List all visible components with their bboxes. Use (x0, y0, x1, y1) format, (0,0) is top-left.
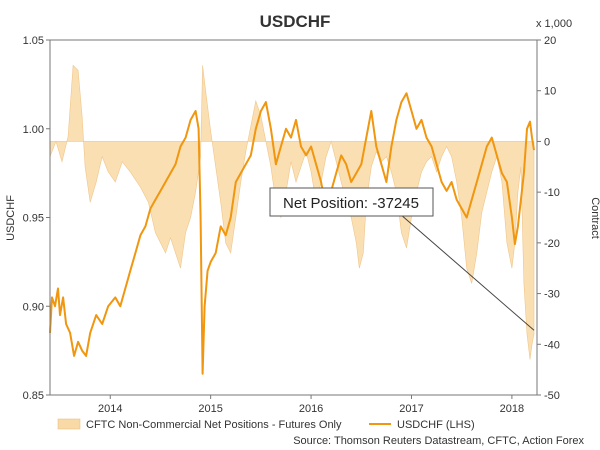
left-tick-label: 1.05 (23, 35, 44, 47)
right-tick-label: -30 (544, 289, 560, 301)
annotation-text: Net Position: -37245 (283, 195, 419, 212)
axes: 0.85 0.90 0.95 1.00 1.05 -50 -40 -30 -20 -10 0 10 20… (23, 35, 560, 415)
legend-swatch-area (57, 418, 81, 430)
left-tick-label: 0.85 (23, 390, 44, 402)
x-tick-label: 2016 (299, 403, 323, 415)
right-axis-tick: -50 (537, 390, 560, 402)
right-tick-label: -20 (544, 238, 560, 250)
right-tick-label: 20 (544, 35, 556, 47)
right-axis-tick: 0 (537, 136, 550, 148)
source-note: Source: Thomson Reuters Datastream, CFTC… (293, 435, 584, 447)
right-axis-tick: -40 (537, 339, 560, 351)
plot-area (49, 64, 535, 375)
x-tick-label: 2018 (500, 403, 524, 415)
right-axis-tick: 20 (537, 35, 556, 47)
annotation-leader-line (399, 213, 535, 331)
x-axis-tick: 2017 (399, 395, 424, 415)
chart-title: USDCHF (260, 12, 331, 31)
left-axis-tick: 0.90 (23, 301, 50, 313)
annotation-callout: Net Position: -37245 (269, 187, 535, 331)
series-line-usdchf (49, 92, 535, 375)
right-axis-tick: -10 (537, 187, 560, 199)
series-area-net-positions (49, 64, 535, 360)
left-tick-label: 0.95 (23, 213, 44, 225)
left-axis-tick: 1.05 (23, 35, 50, 47)
legend-label-area: CFTC Non-Commercial Net Positions - Futu… (86, 419, 342, 431)
left-axis-label: USDCHF (5, 195, 17, 241)
x-tick-label: 2014 (98, 403, 122, 415)
x-tick-label: 2015 (198, 403, 222, 415)
annotation-box (269, 187, 434, 217)
right-axis-tick: -20 (537, 238, 560, 250)
right-tick-label: -50 (544, 390, 560, 402)
x-axis-tick: 2016 (299, 395, 323, 415)
right-axis-tick: -30 (537, 289, 560, 301)
left-axis-tick: 0.95 (23, 213, 50, 225)
right-tick-label: -40 (544, 339, 560, 351)
left-axis-tick: 0.85 (23, 390, 50, 402)
right-tick-label: -10 (544, 187, 560, 199)
right-tick-label: 10 (544, 86, 556, 98)
left-axis-tick: 1.00 (23, 124, 50, 136)
x-axis-tick: 2018 (500, 395, 524, 415)
legend-label-line: USDCHF (LHS) (397, 419, 475, 431)
x-axis-tick: 2014 (98, 395, 122, 415)
legend: CFTC Non-Commercial Net Positions - Futu… (57, 418, 475, 431)
x-tick-label: 2017 (399, 403, 423, 415)
right-tick-label: 0 (544, 136, 550, 148)
right-axis-tick: 10 (537, 86, 556, 98)
right-axis-unit: x 1,000 (536, 18, 572, 30)
left-tick-label: 0.90 (23, 301, 44, 313)
right-axis-label: Contract (589, 197, 600, 239)
left-tick-label: 1.00 (23, 124, 44, 136)
x-axis-tick: 2015 (198, 395, 223, 415)
